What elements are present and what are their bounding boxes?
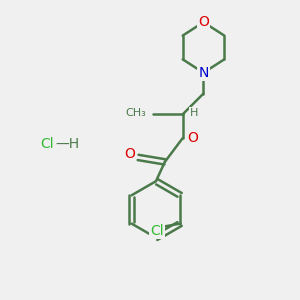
Text: O: O [124,148,135,161]
Text: Cl: Cl [40,137,54,151]
Text: —H: —H [56,137,80,151]
Text: O: O [187,131,198,145]
Text: N: N [198,66,209,80]
Text: CH₃: CH₃ [126,108,146,118]
Text: H: H [190,108,198,118]
Text: Cl: Cl [150,224,164,238]
Text: O: O [198,15,209,29]
